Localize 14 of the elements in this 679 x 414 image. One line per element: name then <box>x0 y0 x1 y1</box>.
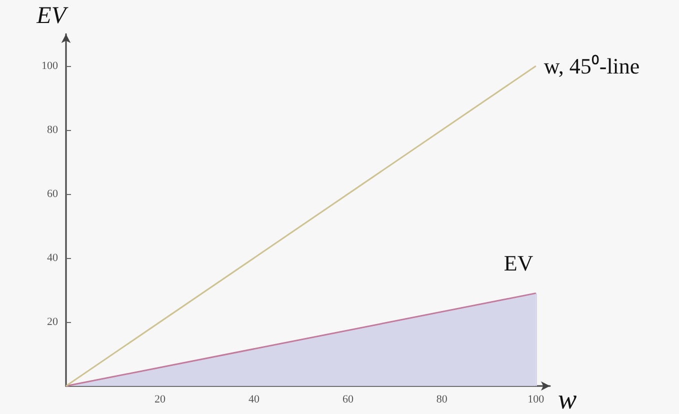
y-tick-label: 20 <box>47 316 58 328</box>
x-tick-label: 60 <box>342 394 354 406</box>
y-tick-label: 40 <box>47 252 58 264</box>
x-tick-label: 20 <box>154 394 166 406</box>
y-axis-title: EV <box>36 3 68 29</box>
series-label: EV <box>504 250 534 276</box>
x-axis-title: w <box>558 384 577 414</box>
y-tick-label: 80 <box>47 124 58 136</box>
x-tick-label: 100 <box>528 394 545 406</box>
series-label: w, 45⁰-line <box>544 54 640 78</box>
x-tick-label: 40 <box>248 394 260 406</box>
y-tick-label: 100 <box>42 60 58 72</box>
y-tick-label: 60 <box>47 188 58 200</box>
x-tick-label: 80 <box>436 394 448 406</box>
